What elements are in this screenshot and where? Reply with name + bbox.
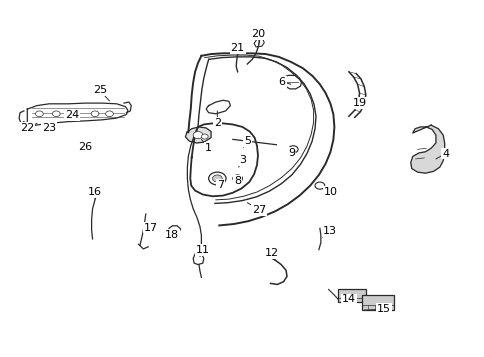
Circle shape [288,146,298,153]
Text: 18: 18 [165,230,179,240]
Circle shape [52,111,60,117]
Circle shape [315,182,324,189]
Text: 27: 27 [252,205,266,215]
Circle shape [201,134,208,139]
Circle shape [91,111,99,117]
Text: 16: 16 [88,187,102,197]
Text: 24: 24 [65,110,79,120]
Text: 15: 15 [376,305,390,315]
Text: 3: 3 [239,155,245,165]
Text: 22: 22 [20,123,34,133]
Circle shape [234,45,242,51]
Circle shape [72,111,79,117]
Text: 11: 11 [196,245,210,255]
Circle shape [193,132,202,139]
Text: 4: 4 [441,149,448,159]
Text: 5: 5 [243,136,250,146]
Text: 19: 19 [352,98,366,108]
Circle shape [212,175,222,182]
Text: 21: 21 [230,43,244,53]
Text: 23: 23 [42,123,56,133]
Text: 7: 7 [216,180,223,190]
Circle shape [232,175,242,182]
Bar [337,289,365,302]
Text: 1: 1 [205,143,212,153]
Text: 12: 12 [264,248,278,258]
Circle shape [208,172,226,185]
Polygon shape [410,125,444,173]
Text: 9: 9 [287,148,295,158]
Polygon shape [185,127,211,143]
Text: 6: 6 [278,77,285,87]
Text: 26: 26 [78,142,92,152]
Text: 20: 20 [250,29,264,39]
Text: 2: 2 [213,119,220,129]
Circle shape [106,111,113,117]
Text: 13: 13 [322,226,336,236]
Bar [362,295,393,310]
Text: 25: 25 [92,85,106,95]
Text: 14: 14 [341,295,355,305]
Text: 10: 10 [323,187,337,197]
Text: 17: 17 [143,222,157,232]
Circle shape [35,111,43,117]
Text: 8: 8 [234,176,241,186]
